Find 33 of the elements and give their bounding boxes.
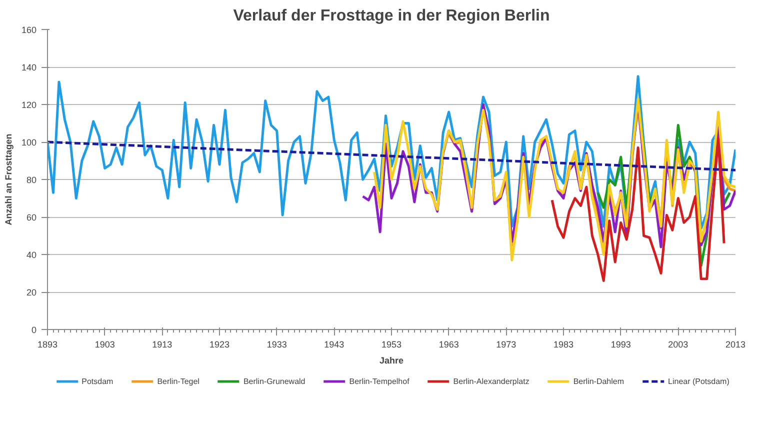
y-tick-label: 20 — [26, 288, 37, 298]
legend-label: Berlin-Alexanderplatz — [453, 376, 530, 386]
x-tick-label: 1913 — [152, 340, 172, 350]
x-tick-label: 1993 — [610, 340, 631, 350]
y-tick-label: 120 — [21, 100, 37, 110]
y-tick-label: 60 — [26, 212, 37, 222]
x-tick-label: 2003 — [668, 340, 688, 350]
x-tick-label: 1933 — [266, 340, 287, 350]
x-tick-label: 1953 — [381, 340, 402, 350]
y-tick-label: 80 — [26, 175, 37, 185]
legend-label: Linear (Potsdam) — [668, 376, 730, 386]
x-tick-label: 2013 — [725, 340, 746, 350]
x-tick-label: 1903 — [94, 340, 115, 350]
x-tick-label: 1923 — [209, 340, 230, 350]
x-tick-label: 1893 — [37, 340, 58, 350]
x-tick-label: 1963 — [438, 340, 459, 350]
x-tick-label: 1943 — [324, 340, 344, 350]
legend-label: Potsdam — [82, 376, 114, 386]
y-tick-label: 100 — [21, 138, 37, 148]
y-tick-label: 0 — [31, 325, 37, 335]
legend-label: Berlin-Tegel — [157, 376, 200, 386]
y-tick-label: 160 — [21, 25, 37, 35]
y-axis-title: Anzahl an Frosttagen — [3, 134, 14, 226]
chart-title: Verlauf der Frosttage in der Region Berlin — [233, 8, 550, 24]
legend-label: Berlin-Grunewald — [243, 376, 306, 386]
line-series — [550, 137, 726, 282]
x-axis-title: Jahre — [379, 356, 404, 366]
y-tick-label: 140 — [21, 62, 37, 72]
x-tick-label: 1973 — [496, 340, 516, 350]
legend-label: Berlin-Dahlem — [573, 376, 624, 386]
legend-label: Berlin-Tempelhof — [349, 376, 410, 386]
x-tick-label: 1983 — [553, 340, 574, 350]
y-tick-label: 40 — [26, 250, 37, 260]
